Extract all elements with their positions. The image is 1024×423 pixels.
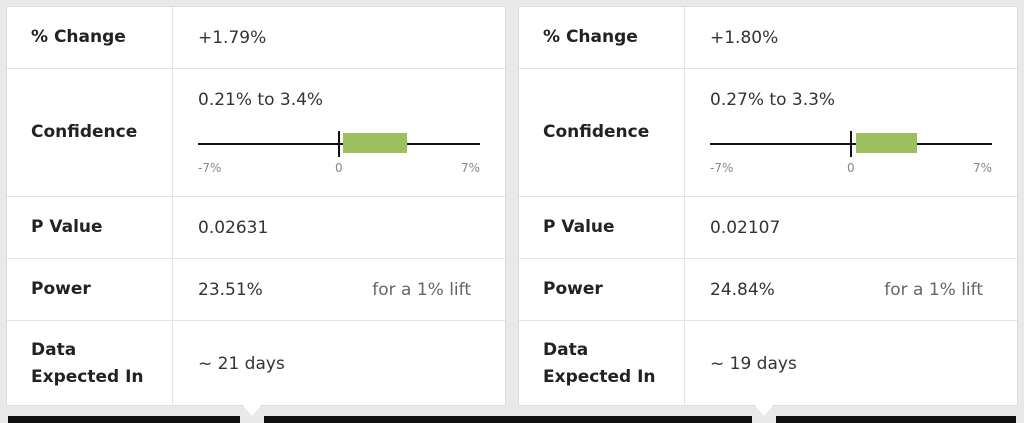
axis-max-label: 7% xyxy=(460,161,480,175)
change-row: % Change +1.79% xyxy=(7,7,505,69)
confidence-interval-text: 0.27% to 3.3% xyxy=(710,90,836,110)
zero-tick xyxy=(338,131,340,157)
p-value: 0.02631 xyxy=(198,217,269,238)
power-row: Power 23.51% for a 1% lift xyxy=(7,259,505,321)
power-label: Power xyxy=(519,259,685,320)
axis-min-label: -7% xyxy=(198,161,222,175)
confidence-interval-bar xyxy=(856,133,918,153)
bottom-band xyxy=(8,416,240,423)
confidence-interval-axis: -7% 0 7% xyxy=(710,121,992,175)
p-value-row: P Value 0.02631 xyxy=(7,197,505,259)
confidence-interval-text: 0.21% to 3.4% xyxy=(198,90,324,110)
confidence-row: Confidence 0.21% to 3.4% -7% 0 7% xyxy=(7,69,505,197)
power-note: for a 1% lift xyxy=(884,279,983,300)
p-value-label: P Value xyxy=(519,197,685,258)
axis-zero-label: 0 xyxy=(847,161,855,175)
confidence-label: Confidence xyxy=(7,69,173,196)
axis-min-label: -7% xyxy=(710,161,734,175)
confidence-interval-bar xyxy=(343,133,408,153)
power-value: 23.51% xyxy=(198,279,263,300)
expected-row: Data Expected In ~ 19 days xyxy=(519,321,1017,407)
change-value: +1.80% xyxy=(710,27,779,48)
expected-row: Data Expected In ~ 21 days xyxy=(7,321,505,407)
expected-label: Data Expected In xyxy=(7,321,173,407)
change-label: % Change xyxy=(519,7,685,68)
p-value-row: P Value 0.02107 xyxy=(519,197,1017,259)
expected-value: ~ 21 days xyxy=(198,354,285,374)
zero-tick xyxy=(850,131,852,157)
expected-label: Data Expected In xyxy=(519,321,685,407)
axis-zero-label: 0 xyxy=(335,161,343,175)
tooltip-pointer xyxy=(754,404,774,416)
bottom-band xyxy=(776,416,1016,423)
power-row: Power 24.84% for a 1% lift xyxy=(519,259,1017,321)
p-value: 0.02107 xyxy=(710,217,781,238)
power-value: 24.84% xyxy=(710,279,775,300)
p-value-label: P Value xyxy=(7,197,173,258)
bottom-band xyxy=(264,416,752,423)
confidence-cell: 0.27% to 3.3% -7% 0 7% xyxy=(685,69,1017,196)
change-row: % Change +1.80% xyxy=(519,7,1017,69)
confidence-interval-axis: -7% 0 7% xyxy=(198,121,480,175)
confidence-label: Confidence xyxy=(519,69,685,196)
power-label: Power xyxy=(7,259,173,320)
tooltip-pointer xyxy=(242,404,262,416)
power-note: for a 1% lift xyxy=(372,279,471,300)
expected-value: ~ 19 days xyxy=(710,354,797,374)
change-label: % Change xyxy=(7,7,173,68)
confidence-row: Confidence 0.27% to 3.3% -7% 0 7% xyxy=(519,69,1017,197)
confidence-cell: 0.21% to 3.4% -7% 0 7% xyxy=(173,69,505,196)
result-panel-2: % Change +1.80% Confidence 0.27% to 3.3%… xyxy=(518,6,1018,407)
axis-max-label: 7% xyxy=(972,161,992,175)
result-panel-1: % Change +1.79% Confidence 0.21% to 3.4%… xyxy=(6,6,506,407)
change-value: +1.79% xyxy=(198,27,267,48)
